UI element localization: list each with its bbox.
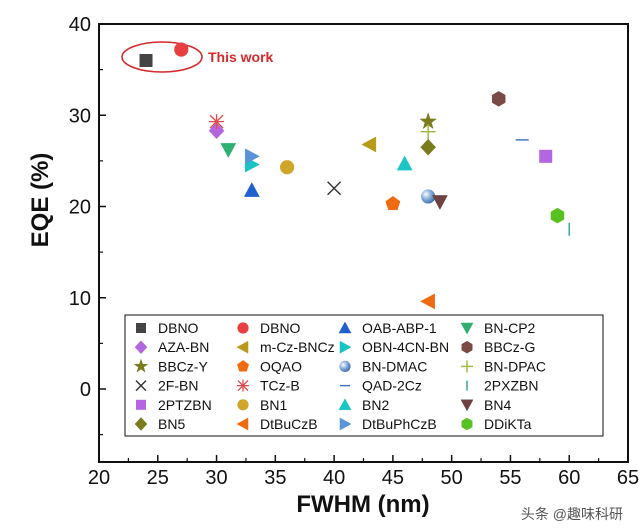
- legend-label: 2PTZBN: [158, 397, 212, 413]
- legend-marker: [134, 340, 148, 355]
- x-tick-label: 45: [382, 467, 404, 489]
- legend-marker: [460, 399, 474, 412]
- x-tick-label: 35: [264, 467, 286, 489]
- x-axis-title: FWHM (nm): [296, 491, 429, 518]
- legend-marker: [136, 323, 146, 333]
- x-tick-label: 55: [499, 467, 521, 489]
- point-2f-bn: [327, 181, 342, 196]
- highlight-ellipse: [121, 41, 203, 73]
- legend-label: BN5: [158, 416, 185, 432]
- legend-marker: [134, 417, 148, 431]
- legend-label: QAD-2Cz: [362, 378, 422, 394]
- point-bn2: [396, 155, 413, 171]
- point-bbcz-g: [491, 91, 506, 107]
- legend-marker: [135, 380, 147, 392]
- legend-marker: [237, 379, 249, 392]
- point-m-cz-bncz: [361, 136, 377, 153]
- point-oqao: [385, 195, 401, 211]
- this-work-annotation: This work: [121, 41, 274, 73]
- legend-marker: [339, 360, 351, 372]
- legend-marker: [236, 360, 250, 372]
- legend-label: 2F-BN: [158, 378, 198, 394]
- legend-label: BN-DPAC: [484, 358, 546, 374]
- legend-label: AZA-BN: [158, 339, 209, 355]
- legend: DBNO DBNO OAB-ABP-1 BN-CP2 AZA-BN m-Cz-BNCz OB…: [124, 314, 604, 437]
- legend-label: BBCz-Y: [158, 358, 208, 374]
- y-tick-label: 0: [80, 379, 91, 401]
- legend-label: BN-CP2: [484, 320, 536, 336]
- point-bn-cp2: [220, 143, 237, 158]
- y-tick-label: 10: [69, 288, 91, 310]
- y-tick-label: 20: [69, 197, 91, 219]
- legend-label: m-Cz-BNCz: [260, 339, 335, 355]
- legend-label: DtBuPhCzB: [362, 416, 437, 432]
- legend-label: BN-DMAC: [362, 358, 427, 374]
- legend-marker: [236, 340, 249, 354]
- legend-marker: [460, 322, 474, 335]
- legend-label: BBCz-G: [484, 339, 535, 355]
- legend-label: DDiKTa: [484, 416, 532, 432]
- legend-marker: [339, 417, 352, 431]
- point-bn4: [431, 195, 448, 210]
- legend-label: DBNO: [158, 320, 199, 336]
- legend-marker: [133, 358, 149, 373]
- legend-label: DBNO: [260, 320, 301, 336]
- data-points: [139, 42, 570, 310]
- legend-label: BN2: [362, 397, 389, 413]
- legend-marker: [461, 360, 473, 373]
- legend-label: 2PXZBN: [484, 378, 538, 394]
- watermark: 头条 @趣味科研: [517, 503, 626, 525]
- annotation-label: This work: [208, 49, 274, 65]
- legend-marker: [461, 340, 473, 354]
- legend-label: DtBuCzB: [260, 416, 318, 432]
- point-bn5: [420, 138, 436, 156]
- legend-label: BN1: [260, 397, 287, 413]
- legend-marker: [338, 321, 352, 334]
- point-dtbuczb: [420, 293, 435, 310]
- y-tick-label: 30: [69, 105, 91, 127]
- point-dtbuphczb: [245, 148, 260, 165]
- point-tcz-b: [209, 114, 225, 130]
- legend-marker: [237, 399, 249, 411]
- point-oab-abp-1: [243, 182, 260, 197]
- legend-label: OBN-4CN-BN: [362, 339, 449, 355]
- point-bn-dmac: [421, 189, 436, 204]
- legend-marker: [236, 417, 249, 431]
- x-tick-label: 50: [441, 467, 463, 489]
- point-dbno: [174, 42, 189, 57]
- point-bn1: [279, 160, 295, 175]
- x-tick-label: 65: [617, 467, 639, 489]
- point-dbno: [139, 54, 153, 67]
- y-tick-label: 40: [69, 14, 91, 36]
- point-bn-dpac: [420, 124, 436, 140]
- x-tick-label: 40: [323, 467, 345, 489]
- x-tick-label: 60: [558, 467, 580, 489]
- axes: 20 25 30 35 40 45 50 55 60 65 0 10 20 30 40: [69, 14, 639, 489]
- legend-label: BN4: [484, 397, 511, 413]
- legend-marker: [339, 340, 352, 354]
- legend-label: TCz-B: [260, 378, 300, 394]
- x-tick-label: 25: [147, 467, 169, 489]
- x-tick-label: 20: [88, 467, 110, 489]
- x-tick-label: 30: [205, 467, 227, 489]
- point-ddikta: [550, 207, 565, 224]
- legend-marker: [461, 417, 473, 431]
- point-2ptzbn: [539, 149, 553, 163]
- legend-box: [124, 314, 604, 437]
- legend-marker: [136, 399, 146, 410]
- y-axis-title: EQE (%): [27, 153, 54, 248]
- legend-label: OAB-ABP-1: [362, 320, 437, 336]
- point-aza-bn: [208, 122, 225, 140]
- legend-label: OQAO: [260, 358, 302, 374]
- legend-marker: [338, 398, 352, 411]
- legend-marker: [237, 322, 249, 334]
